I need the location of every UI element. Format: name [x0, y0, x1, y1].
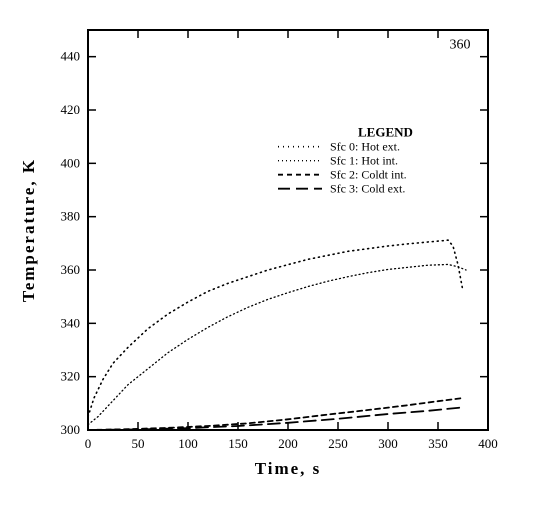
ytick-label: 440	[61, 49, 81, 64]
xtick-label: 300	[378, 436, 398, 451]
ytick-label: 340	[61, 315, 81, 330]
temperature-vs-time-chart: 0 50 100 150 200 250 300 350 400 300 320 340 360 380 4…	[0, 0, 538, 505]
legend-title: LEGEND	[358, 125, 413, 140]
xtick-label: 50	[132, 436, 145, 451]
xtick-label: 350	[428, 436, 448, 451]
legend-label-0: Sfc 0: Hot ext.	[330, 140, 400, 154]
annotation-360: 360	[450, 38, 471, 53]
ytick-label: 420	[61, 102, 81, 117]
ytick-label: 380	[61, 209, 81, 224]
ytick-label: 360	[61, 262, 81, 277]
xtick-label: 150	[228, 436, 248, 451]
chart-container: 0 50 100 150 200 250 300 350 400 300 320 340 360 380 4…	[0, 0, 538, 505]
ytick-label: 300	[61, 422, 81, 437]
ytick-label: 400	[61, 155, 81, 170]
ytick-label: 320	[61, 369, 81, 384]
xtick-label: 400	[478, 436, 498, 451]
xtick-label: 250	[328, 436, 348, 451]
x-axis-label: Time, s	[255, 459, 322, 478]
legend-label-1: Sfc 1: Hot int.	[330, 154, 398, 168]
legend-label-3: Sfc 3: Cold ext.	[330, 182, 405, 196]
xtick-label: 0	[85, 436, 92, 451]
xtick-label: 100	[178, 436, 198, 451]
xtick-label: 200	[278, 436, 298, 451]
legend-label-2: Sfc 2: Coldt int.	[330, 168, 407, 182]
y-axis-label: Temperature, K	[19, 158, 38, 302]
